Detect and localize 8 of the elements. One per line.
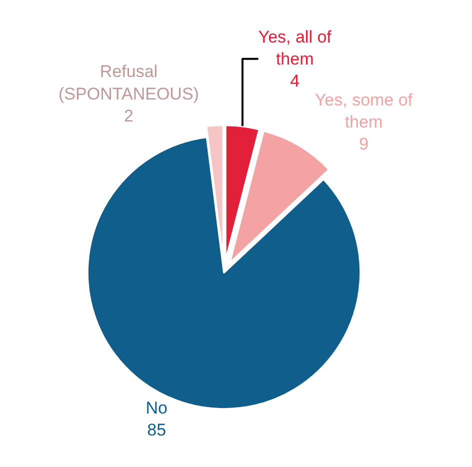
data-label: 2 [124, 106, 134, 126]
slice-label: Refusal (SPONTANEOUS) [58, 62, 199, 104]
data-label: 85 [147, 420, 166, 440]
slice-label: No [146, 398, 168, 418]
data-label: 9 [358, 134, 368, 154]
data-label: 4 [290, 72, 300, 91]
slice-label: Yes, all of them [258, 27, 332, 68]
slice-label: Yes, some of them [314, 90, 413, 132]
